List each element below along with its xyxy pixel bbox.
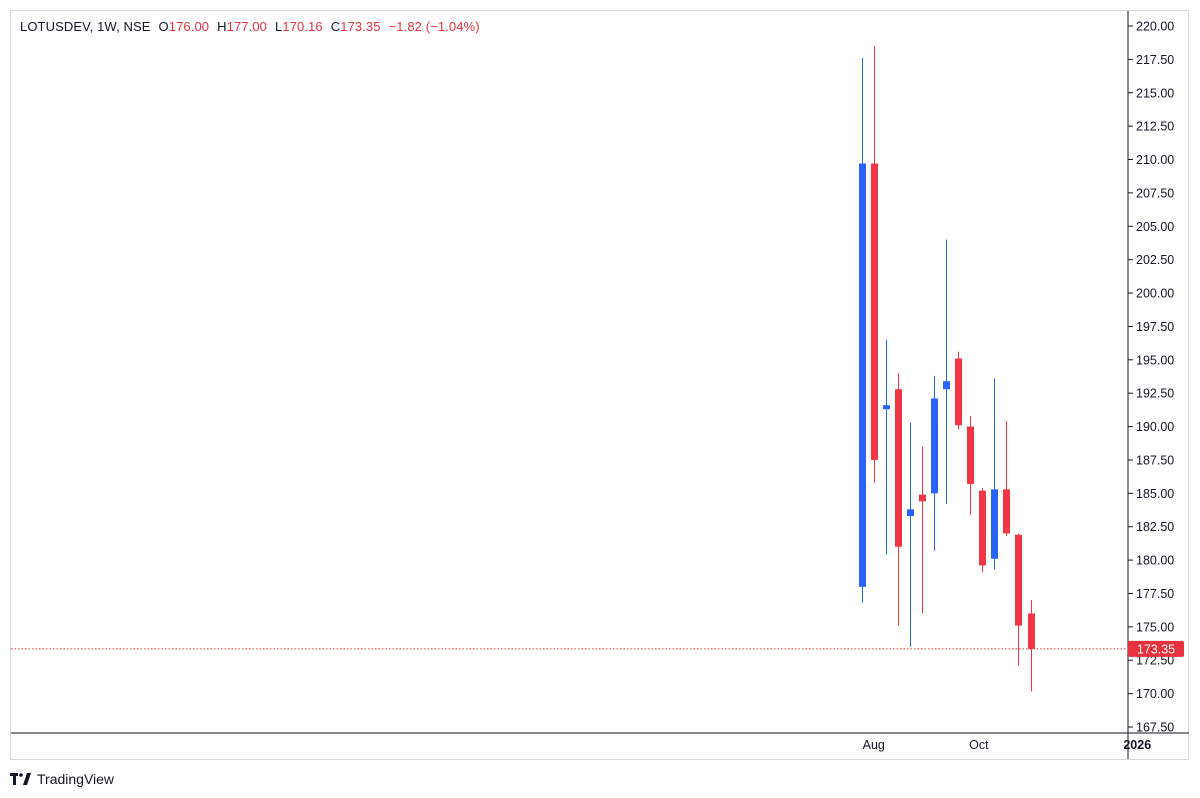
last-price-badge xyxy=(1128,640,1184,657)
candle-body xyxy=(955,358,962,426)
close-value: 173.35 xyxy=(340,19,381,34)
price-tick-label: 205.00 xyxy=(1136,220,1174,234)
candle-body xyxy=(919,494,926,502)
candle-body xyxy=(895,389,902,547)
price-tick-label: 210.00 xyxy=(1136,153,1174,167)
price-tick-label: 217.50 xyxy=(1136,53,1174,67)
price-tick-label: 167.50 xyxy=(1136,721,1174,735)
low-label: L xyxy=(275,19,283,34)
high-value: 177.00 xyxy=(226,19,268,34)
candle-body xyxy=(1028,613,1035,649)
price-tick-label: 212.50 xyxy=(1136,120,1174,134)
price-tick-label: 192.50 xyxy=(1136,387,1174,401)
candle-body xyxy=(1015,534,1022,626)
price-tick-label: 207.50 xyxy=(1136,186,1174,200)
open-value: 176.00 xyxy=(168,19,210,34)
candle-body xyxy=(907,509,914,517)
chart-legend: LOTUSDEV, 1W, NSE O176.00 H177.00 L170.16 C1… xyxy=(20,19,480,34)
price-tick-label: 187.50 xyxy=(1136,453,1174,467)
price-tick-label: 200.00 xyxy=(1136,287,1174,301)
candle-body xyxy=(991,489,998,559)
price-tick-label: 197.50 xyxy=(1136,320,1174,334)
last-price-label: 173.35 xyxy=(1137,642,1175,656)
high-label: H xyxy=(217,19,227,34)
candle-body xyxy=(883,405,890,410)
close-label: C xyxy=(330,19,341,34)
price-tick-label: 175.00 xyxy=(1136,620,1174,634)
chart-frame xyxy=(10,10,1189,760)
change-value: −1.82 (−1.04%) xyxy=(388,19,480,34)
tradingview-logo-icon xyxy=(10,773,31,785)
candle-body xyxy=(967,426,974,484)
price-tick-label: 185.00 xyxy=(1136,487,1174,501)
price-tick-label: 172.50 xyxy=(1136,654,1174,668)
open-label: O xyxy=(158,19,169,34)
brand-name: TradingView xyxy=(37,771,115,787)
brand[interactable]: TradingView xyxy=(10,770,114,788)
price-tick-label: 215.00 xyxy=(1136,86,1174,100)
symbol-label: LOTUSDEV, 1W, NSE xyxy=(20,19,151,34)
price-tick-label: 195.00 xyxy=(1136,353,1174,367)
candle-body xyxy=(979,490,986,566)
time-tick-label: Aug xyxy=(863,738,885,752)
time-tick-label: Oct xyxy=(969,738,989,752)
candle-body xyxy=(1003,489,1010,534)
candle-body xyxy=(931,398,938,494)
price-tick-label: 177.50 xyxy=(1136,587,1174,601)
price-tick-label: 190.00 xyxy=(1136,420,1174,434)
price-tick-label: 180.00 xyxy=(1136,554,1174,568)
time-tick-label: 2026 xyxy=(1123,738,1151,752)
price-tick-label: 202.50 xyxy=(1136,253,1174,267)
price-tick-label: 182.50 xyxy=(1136,520,1174,534)
candle-body xyxy=(871,163,878,460)
low-value: 170.16 xyxy=(282,19,323,34)
price-tick-label: 170.00 xyxy=(1136,687,1174,701)
price-tick-label: 220.00 xyxy=(1136,20,1174,34)
candle-body xyxy=(943,381,950,390)
candle-body xyxy=(859,163,866,587)
